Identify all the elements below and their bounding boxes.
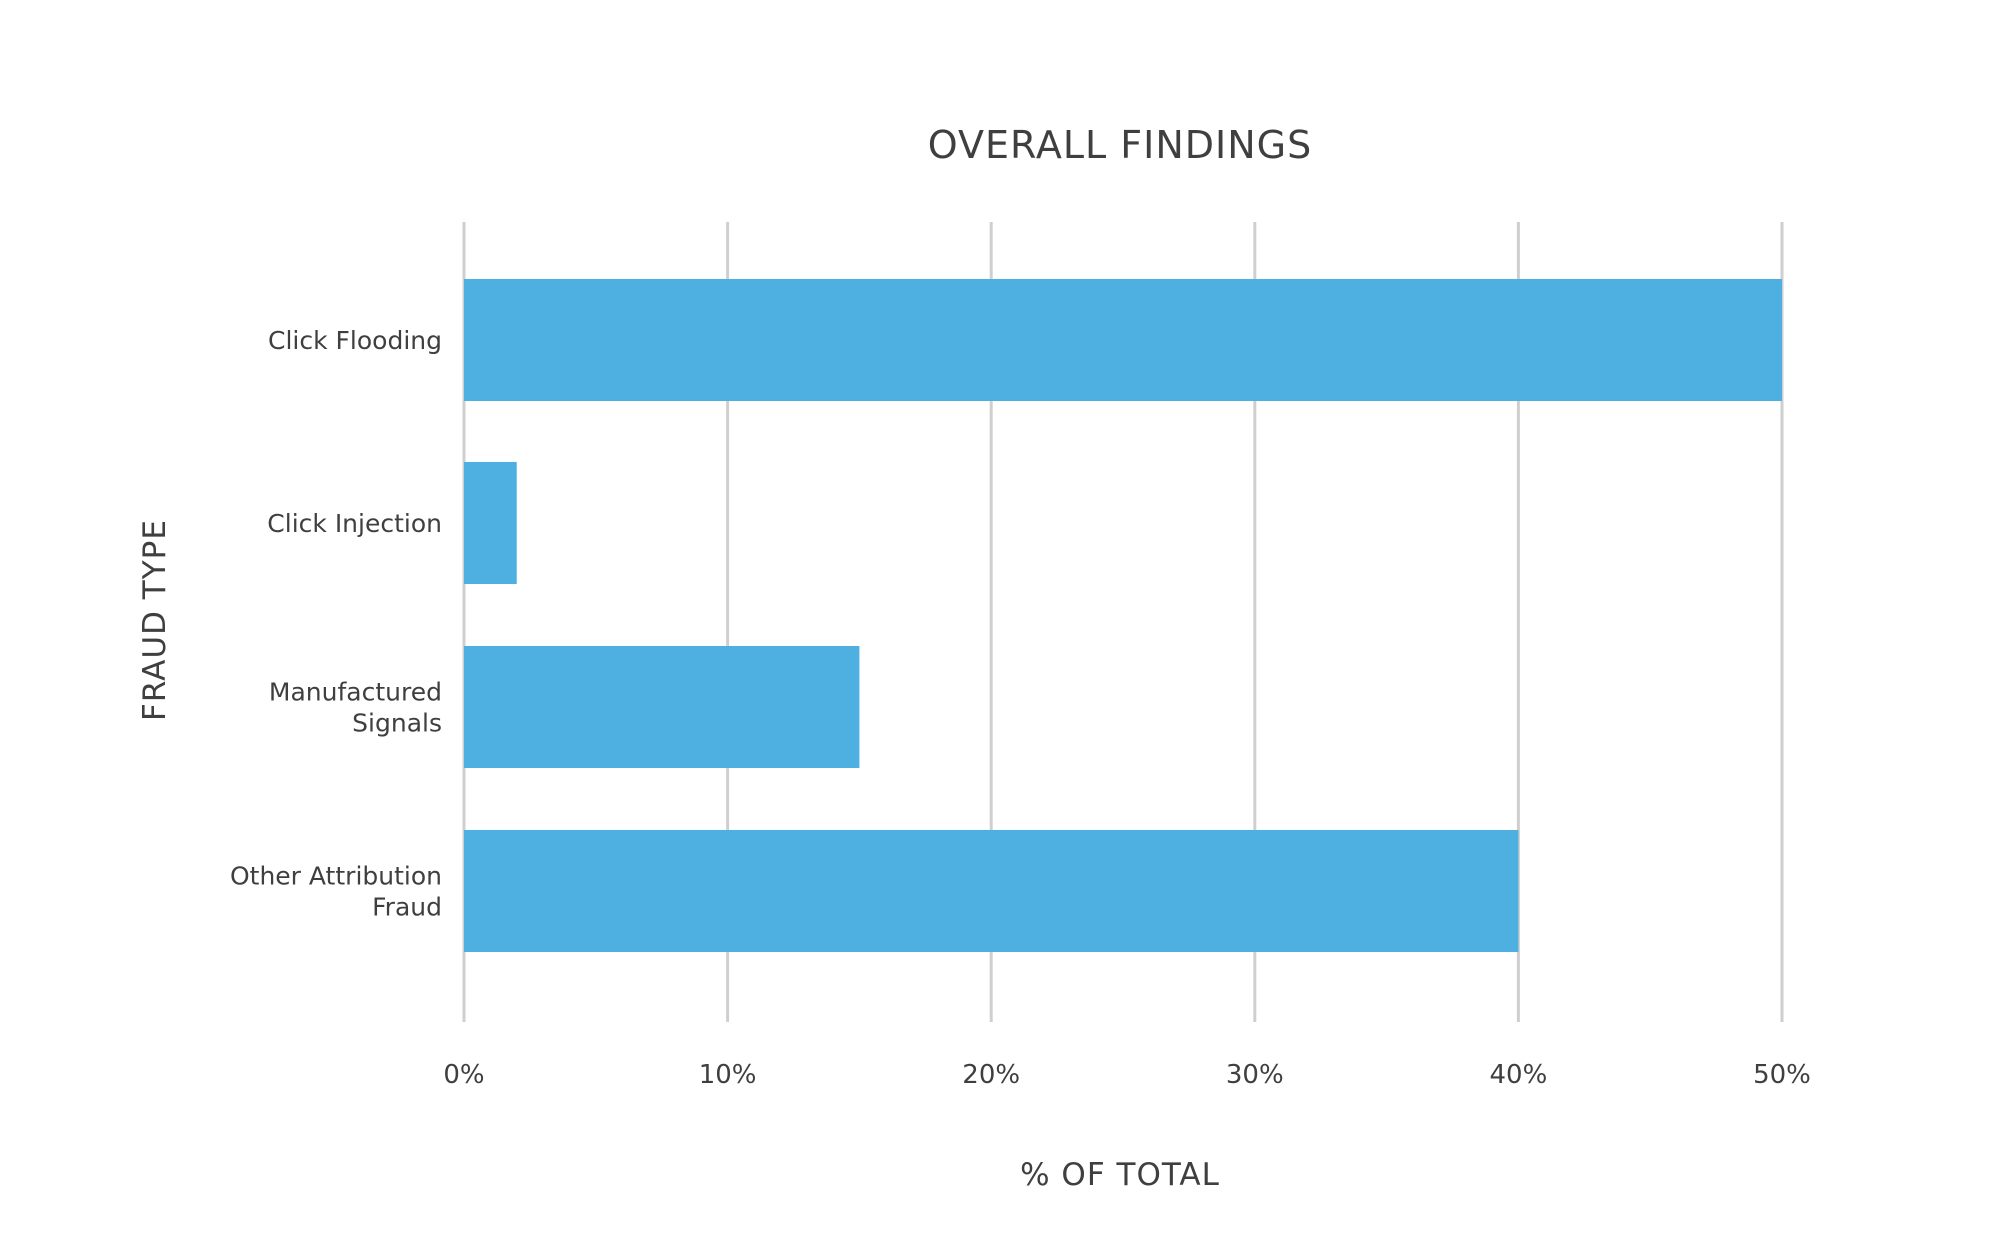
bar-other-attribution-fraud	[464, 830, 1519, 952]
x-tick-labels: 0% 10% 20% 30% 40% 50%	[443, 1060, 1811, 1090]
category-label: Click Flooding	[268, 326, 442, 355]
category-label: Signals	[352, 709, 442, 738]
x-tick-label: 0%	[443, 1060, 484, 1090]
x-tick-label: 20%	[962, 1060, 1020, 1090]
x-tick-label: 50%	[1753, 1060, 1811, 1090]
bars	[464, 279, 1782, 952]
category-label: Other Attribution	[230, 862, 442, 891]
y-axis-label: FRAUD TYPE	[137, 519, 173, 721]
x-axis-label: % OF TOTAL	[1020, 1157, 1220, 1193]
x-tick-label: 30%	[1226, 1060, 1284, 1090]
bar-click-injection	[464, 462, 517, 584]
bar-click-flooding	[464, 279, 1782, 401]
chart-title: OVERALL FINDINGS	[928, 123, 1312, 167]
category-labels: Click Flooding Click Injection Manufacture…	[230, 326, 442, 922]
x-tick-label: 40%	[1490, 1060, 1548, 1090]
bar-manufactured-signals	[464, 646, 860, 768]
category-label: Fraud	[372, 893, 442, 922]
category-label: Manufactured	[269, 678, 442, 707]
x-tick-label: 10%	[699, 1060, 757, 1090]
category-label: Click Injection	[267, 509, 442, 538]
